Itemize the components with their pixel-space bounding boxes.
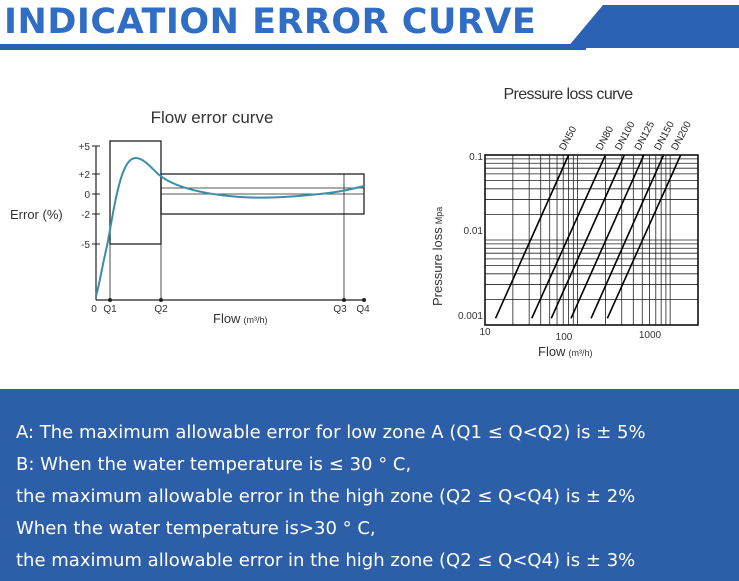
header-band [0,44,586,50]
pressure-ytick-label: 0.1 [469,152,483,163]
pressure-ytick-label: 0.001 [458,311,483,322]
flow-xtick-label: Q2 [154,304,168,315]
pressure-xtick-label: 1000 [639,330,662,341]
flow-xtick-dot [362,298,366,302]
pressure-plot-frame [484,154,699,326]
flow-xtick-dot [108,298,112,302]
flow-x-axis-label: Flow (m³/h) [213,311,267,326]
pressure-series-line-dn80 [531,154,607,319]
flow-error-curve-start [95,289,98,297]
flow-error-chart: Flow error curve +5 +2 0 -2 -5 Error (%)… [10,108,370,326]
info-line-zone-a: A: The maximum allowable error for low z… [16,422,646,443]
flow-x-axis-unit: (m³/h) [243,315,267,325]
pressure-xtick-label: 100 [556,332,573,343]
flow-xtick-dot [342,298,346,302]
flow-chart-title: Flow error curve [151,108,274,127]
pressure-loss-chart: Pressure loss curve DN50 DN80DN100DN125DN… [430,86,699,359]
pressure-series-line-dn125 [570,154,645,319]
info-line-zone-b-error-high: the maximum allowable error in the high … [16,550,636,571]
flow-error-curve [95,156,365,297]
flow-ytick-label: +2 [79,170,91,181]
flow-xtick-dot [159,298,163,302]
info-line-zone-b-error-low: the maximum allowable error in the high … [16,486,636,507]
flow-xtick-label: 0 [91,304,97,315]
pressure-x-axis-name: Flow [538,344,566,359]
flow-ytick-label: -5 [81,240,90,251]
info-line-zone-b-temp-high: When the water temperature is>30 ° C, [16,518,376,539]
flow-y-axis-label: Error (%) [10,207,63,222]
pressure-x-axis-label: Flow (m³/h) [538,344,592,359]
pressure-x-axis-unit: (m³/h) [568,348,592,358]
pressure-ytick-label: 0.01 [464,226,484,237]
pressure-series-line-dn200 [606,154,682,319]
flow-ytick-label: -2 [81,210,90,221]
info-line-zone-b-temp-low: B: When the water temperature is ≤ 30 ° … [16,454,412,475]
flow-ytick-label: +5 [79,142,91,153]
info-panel: A: The maximum allowable error for low z… [0,389,739,581]
pressure-y-axis-unit: Mpa [434,207,444,225]
flow-x-axis-name: Flow [213,311,241,326]
flow-xtick-label: Q3 [333,304,347,315]
pressure-y-axis-name: Pressure loss [430,227,445,306]
pressure-series-label-dn50: DN50 [558,124,580,152]
pressure-grid [484,154,699,326]
flow-xtick-label: Q4 [356,304,370,315]
pressure-series-line-dn50 [494,154,570,319]
flow-xtick-label: Q1 [103,304,117,315]
pressure-chart-title: Pressure loss curve [503,86,633,103]
pressure-series-line-dn150 [590,154,665,319]
header: INDICATION ERROR CURVE [0,0,739,52]
pressure-y-axis-label: Pressure loss Mpa [430,207,445,306]
pressure-series-line-dn100 [550,154,626,319]
flow-ytick-label: 0 [84,190,90,201]
page-title: INDICATION ERROR CURVE [4,2,537,42]
header-slant-shape [567,5,739,48]
charts-area: Flow error curve +5 +2 0 -2 -5 Error (%)… [10,86,699,359]
pressure-xtick-label: 10 [479,327,491,338]
